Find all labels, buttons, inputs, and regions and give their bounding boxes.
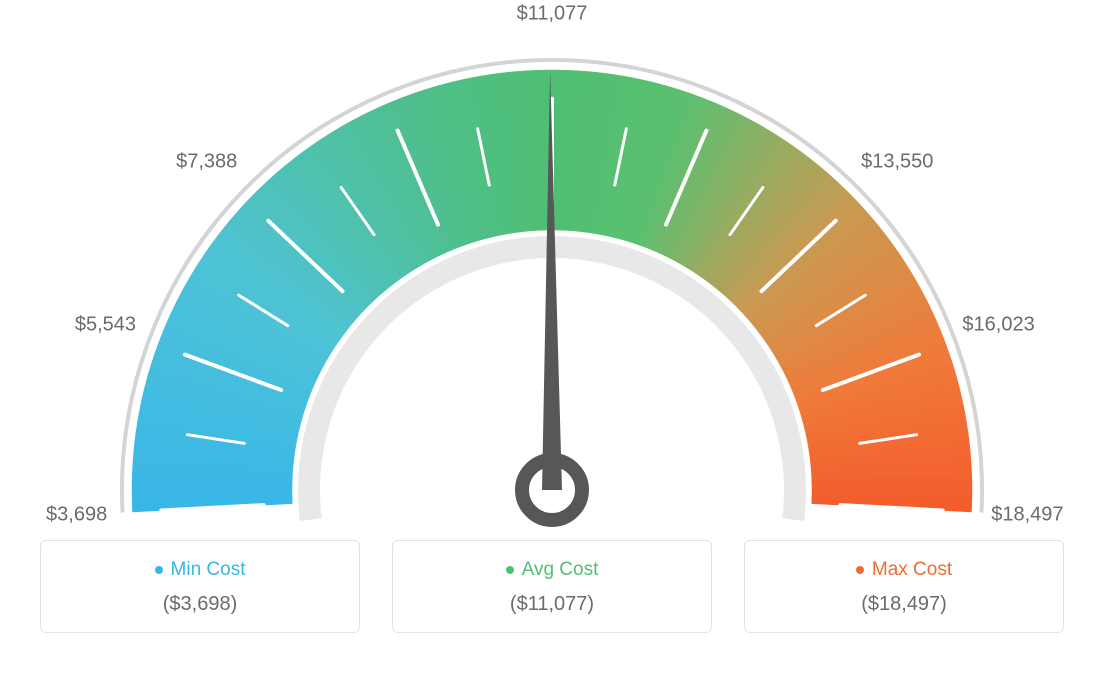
gauge-tick-label: $16,023	[962, 314, 1034, 337]
gauge-tick-label: $11,077	[517, 3, 588, 26]
summary-title-avg-text: Avg Cost	[522, 559, 599, 581]
summary-value-avg: ($11,077)	[403, 593, 701, 616]
cost-gauge-container: $3,698 $5,543 $7,388 $11,077 $13,550 $16,023 $…	[0, 0, 1104, 690]
summary-title-min: Min Cost	[51, 559, 349, 581]
summary-row: Min Cost ($3,698) Avg Cost ($11,077) Max…	[0, 540, 1104, 633]
gauge-tick-label: $13,550	[861, 151, 933, 174]
summary-title-max-text: Max Cost	[872, 559, 952, 581]
gauge-tick-label: $5,543	[75, 314, 136, 337]
dot-icon	[506, 566, 514, 574]
summary-box-avg: Avg Cost ($11,077)	[392, 540, 712, 633]
summary-box-min: Min Cost ($3,698)	[40, 540, 360, 633]
gauge-tick-label: $3,698	[46, 503, 107, 526]
summary-box-max: Max Cost ($18,497)	[744, 540, 1064, 633]
gauge-svg	[0, 10, 1104, 540]
gauge-tick-label: $7,388	[176, 151, 237, 174]
gauge-chart: $3,698$5,543$7,388$11,077$13,550$16,023$…	[0, 10, 1104, 540]
gauge-tick-label: $18,497	[991, 503, 1063, 526]
summary-value-min: ($3,698)	[51, 593, 349, 616]
summary-title-min-text: Min Cost	[171, 559, 246, 581]
summary-title-avg: Avg Cost	[403, 559, 701, 581]
dot-icon	[856, 566, 864, 574]
summary-value-max: ($18,497)	[755, 593, 1053, 616]
summary-title-max: Max Cost	[755, 559, 1053, 581]
dot-icon	[155, 566, 163, 574]
